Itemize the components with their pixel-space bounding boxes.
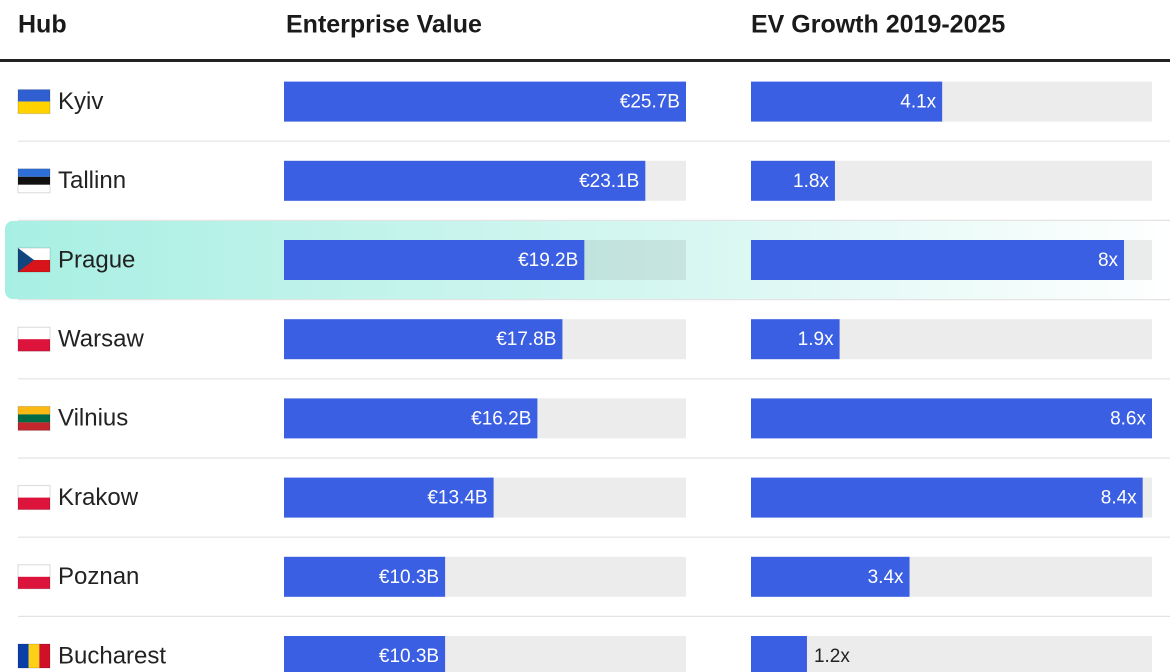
bar — [751, 319, 840, 360]
flag-stripe — [18, 339, 50, 352]
flag-stripe — [18, 406, 50, 415]
bar — [751, 636, 807, 672]
value-label: 8.4x — [1101, 488, 1137, 509]
bar — [284, 319, 563, 360]
flag-stripe — [18, 644, 29, 668]
flag-icon — [17, 247, 51, 273]
flag-stripe — [18, 422, 50, 431]
hub-name: Poznan — [58, 563, 139, 590]
value-label: €10.3B — [379, 646, 439, 667]
column-header: EV Growth 2019-2025 — [751, 11, 1005, 39]
flag-border — [17, 247, 51, 273]
value-label: 3.4x — [868, 567, 904, 588]
value-label: €16.2B — [471, 408, 531, 429]
flag-stripe — [28, 644, 40, 668]
flag-border — [17, 564, 51, 590]
flag-icon — [17, 168, 51, 194]
hub-name: Kyiv — [58, 88, 103, 115]
bar — [751, 556, 910, 597]
flag-stripe — [18, 564, 50, 577]
flag-icon — [17, 485, 51, 511]
flag-stripe — [18, 184, 50, 193]
flag-stripe — [18, 497, 50, 510]
bar — [284, 240, 585, 280]
header-rule — [0, 59, 1170, 62]
flag-stripe — [18, 414, 50, 423]
flag-border — [17, 485, 51, 511]
flag-icon — [17, 326, 51, 352]
column-header: Hub — [18, 11, 67, 39]
value-label: 4.1x — [900, 92, 936, 113]
flag-border — [17, 89, 51, 115]
flag-border — [17, 168, 51, 194]
value-label: 1.8x — [793, 171, 829, 192]
column-header: Enterprise Value — [286, 11, 482, 39]
flag-stripe — [18, 327, 50, 340]
bar-track — [751, 636, 1152, 672]
flag-icon — [17, 405, 51, 431]
value-label: €25.7B — [620, 92, 680, 113]
flag-icon — [17, 643, 51, 669]
flag-stripe — [18, 101, 50, 114]
value-label: 1.9x — [798, 329, 834, 350]
flag-border — [17, 643, 51, 669]
bar — [751, 398, 1152, 439]
value-label: €19.2B — [518, 250, 578, 271]
flag-stripe — [18, 485, 50, 498]
value-label: €10.3B — [379, 567, 439, 588]
bar — [284, 81, 686, 122]
bar — [284, 398, 538, 439]
hub-name: Bucharest — [58, 642, 166, 669]
hub-name: Krakow — [58, 484, 139, 511]
bar — [751, 240, 1125, 280]
value-label: 1.2x — [814, 646, 850, 667]
flag-icon — [17, 564, 51, 590]
value-label: 8.6x — [1110, 408, 1146, 429]
bar — [751, 81, 943, 122]
bar — [284, 636, 446, 672]
value-label: €13.4B — [427, 488, 487, 509]
bar — [751, 477, 1143, 518]
hub-name: Warsaw — [58, 326, 144, 353]
bar — [284, 160, 646, 201]
bar — [284, 556, 446, 597]
flag-triangle — [18, 248, 34, 272]
value-label: 8x — [1098, 250, 1119, 271]
flag-stripe — [18, 89, 50, 102]
hub-name: Vilnius — [58, 405, 128, 432]
flag-stripe — [18, 168, 50, 177]
flag-stripe — [18, 176, 50, 185]
hub-name: Tallinn — [58, 167, 126, 194]
hub-name: Prague — [58, 246, 135, 273]
bar — [284, 477, 494, 518]
flag-border — [17, 326, 51, 352]
flag-icon — [17, 89, 51, 115]
flag-stripe — [39, 644, 50, 668]
value-label: €23.1B — [579, 171, 639, 192]
bar — [751, 160, 835, 201]
flag-border — [17, 405, 51, 431]
flag-stripe — [18, 576, 50, 589]
value-label: €17.8B — [496, 329, 556, 350]
